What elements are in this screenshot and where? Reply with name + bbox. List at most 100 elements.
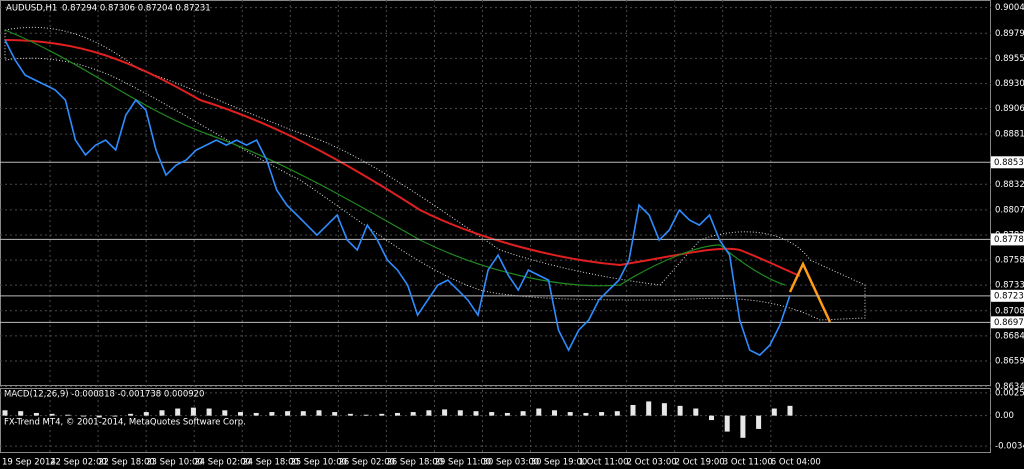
macd-bar <box>567 412 573 416</box>
level-box <box>991 156 1024 169</box>
macd-bar <box>426 410 432 416</box>
time-label: 25 Sep 10:00 <box>290 458 347 468</box>
time-label: 24 Sep 02:00 <box>194 458 251 468</box>
ohlc: 0.87294 0.87306 0.87204 0.87231 <box>62 4 211 14</box>
macd-bar <box>504 412 510 416</box>
macd-bar <box>771 408 777 416</box>
price-tick-label: 0.86345 <box>995 382 1024 392</box>
macd-bar <box>520 411 526 416</box>
macd-bar <box>599 412 605 416</box>
copyright: FX-Trend MT4, © 2001-2014, MetaQuotes So… <box>4 418 246 428</box>
macd-bar <box>787 405 793 416</box>
level-box <box>991 316 1024 329</box>
macd-bar <box>614 411 620 416</box>
price-tick-label: 0.87085 <box>995 306 1024 316</box>
macd-bar <box>18 411 24 416</box>
macd-bar <box>395 412 400 416</box>
zigzag <box>788 261 832 323</box>
level-label: 0.87782 <box>994 235 1024 245</box>
macd-bar <box>661 403 667 416</box>
macd-bar <box>81 415 86 417</box>
symbol-title: AUDUSD,H1 <box>6 4 57 14</box>
time-label: 3 Oct 11:00 <box>723 458 773 468</box>
time-label: 2 Oct 03:00 <box>627 458 677 468</box>
time-label: 24 Sep 18:00 <box>242 458 299 468</box>
time-label: 26 Sep 02:00 <box>338 458 395 468</box>
time-label: 30 Sep 03:00 <box>482 458 539 468</box>
macd-bar <box>693 408 699 416</box>
level-box <box>991 233 1024 246</box>
ichimoku-cloud <box>4 26 866 321</box>
macd-bar <box>379 413 385 416</box>
price-tick-label: 0.86595 <box>995 356 1024 366</box>
macd-bar <box>536 408 542 416</box>
macd-bar <box>206 408 212 416</box>
level-box <box>991 289 1024 302</box>
macd-bar <box>756 415 762 429</box>
macd-bar <box>143 412 149 416</box>
price-tick-label: 0.87335 <box>995 281 1024 291</box>
macd-bar <box>33 412 39 416</box>
main-panel-border <box>0 0 991 386</box>
moving-average-fast <box>4 29 786 287</box>
macd-bar <box>583 412 589 416</box>
macd-bar <box>489 412 495 416</box>
macd-panel-border <box>0 388 991 453</box>
macd-bar <box>724 415 730 432</box>
moving-average-slow <box>4 39 801 277</box>
time-label: 23 Sep 10:00 <box>146 458 203 468</box>
macd-bar <box>269 412 275 416</box>
macd-tick-label: -0.003441 <box>995 442 1024 452</box>
macd-bar <box>128 413 134 416</box>
price-line <box>4 39 791 357</box>
macd-bar <box>2 410 8 416</box>
price-tick-label: 0.90045 <box>995 3 1024 13</box>
macd-bar <box>646 401 652 416</box>
time-label: 1 Oct 11:00 <box>579 458 629 468</box>
macd-tick-label: 0.002564 <box>995 388 1024 398</box>
macd-bar <box>285 411 291 416</box>
macd-bar <box>112 415 118 417</box>
level-label: 0.86972 <box>994 318 1024 328</box>
macd-bar <box>49 413 55 416</box>
time-label: 6 Oct 04:00 <box>771 458 821 468</box>
level-label: 0.88535 <box>994 158 1024 168</box>
macd-tick-label: 0.00 <box>995 411 1014 421</box>
macd-bar <box>410 412 416 416</box>
time-label: 19 Sep 2014 <box>2 458 56 468</box>
macd-bar <box>175 408 181 416</box>
level-label: 0.87231 <box>994 291 1024 301</box>
macd-bar <box>709 415 714 421</box>
time-label: 29 Sep 11:00 <box>434 458 491 468</box>
macd-bar <box>347 413 353 416</box>
macd-bar <box>222 410 228 416</box>
time-label: 22 Sep 18:00 <box>98 458 155 468</box>
macd-bar <box>630 404 636 416</box>
macd-bar <box>473 411 479 416</box>
macd-bar <box>363 414 369 416</box>
macd-label: MACD(12,26,9) -0.000818 -0.001738 0.0009… <box>4 390 204 400</box>
macd-bar <box>316 410 322 416</box>
macd-bar <box>442 409 448 416</box>
price-tick-label: 0.89305 <box>995 79 1024 89</box>
macd-bar <box>300 411 306 416</box>
time-label: 2 Oct 19:00 <box>675 458 725 468</box>
macd-bar <box>159 410 165 416</box>
macd-bar <box>457 410 463 416</box>
macd-bar <box>238 412 243 416</box>
macd-bar <box>190 407 196 416</box>
time-label: 22 Sep 02:00 <box>50 458 107 468</box>
time-label: 26 Sep 18:00 <box>386 458 443 468</box>
macd-bar <box>677 405 683 416</box>
macd-bar <box>253 412 259 416</box>
macd-bar <box>65 414 71 416</box>
time-label: 30 Sep 19:00 <box>531 458 588 468</box>
